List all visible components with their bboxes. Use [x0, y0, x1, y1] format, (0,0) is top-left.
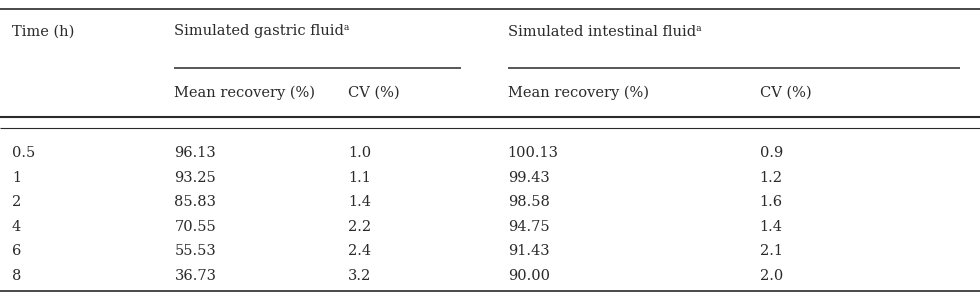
Text: Time (h): Time (h): [12, 25, 74, 38]
Text: 1.2: 1.2: [760, 171, 782, 184]
Text: 2.1: 2.1: [760, 244, 782, 258]
Text: 85.83: 85.83: [174, 195, 217, 209]
Text: 0.9: 0.9: [760, 146, 783, 160]
Text: 1.1: 1.1: [348, 171, 370, 184]
Text: 2.4: 2.4: [348, 244, 371, 258]
Text: 8: 8: [12, 269, 22, 283]
Text: 55.53: 55.53: [174, 244, 217, 258]
Text: 94.75: 94.75: [508, 220, 549, 234]
Text: 99.43: 99.43: [508, 171, 550, 184]
Text: 3.2: 3.2: [348, 269, 371, 283]
Text: 98.58: 98.58: [508, 195, 550, 209]
Text: 2: 2: [12, 195, 21, 209]
Text: 4: 4: [12, 220, 21, 234]
Text: 91.43: 91.43: [508, 244, 549, 258]
Text: Simulated intestinal fluidᵃ: Simulated intestinal fluidᵃ: [508, 25, 702, 38]
Text: 90.00: 90.00: [508, 269, 550, 283]
Text: 36.73: 36.73: [174, 269, 217, 283]
Text: 1: 1: [12, 171, 21, 184]
Text: 1.6: 1.6: [760, 195, 783, 209]
Text: 1.4: 1.4: [760, 220, 782, 234]
Text: CV (%): CV (%): [348, 86, 400, 100]
Text: 70.55: 70.55: [174, 220, 217, 234]
Text: 100.13: 100.13: [508, 146, 559, 160]
Text: 1.0: 1.0: [348, 146, 371, 160]
Text: Mean recovery (%): Mean recovery (%): [174, 86, 316, 100]
Text: 0.5: 0.5: [12, 146, 35, 160]
Text: 2.0: 2.0: [760, 269, 783, 283]
Text: Mean recovery (%): Mean recovery (%): [508, 86, 649, 100]
Text: 2.2: 2.2: [348, 220, 371, 234]
Text: 96.13: 96.13: [174, 146, 217, 160]
Text: 93.25: 93.25: [174, 171, 217, 184]
Text: Simulated gastric fluidᵃ: Simulated gastric fluidᵃ: [174, 25, 350, 38]
Text: CV (%): CV (%): [760, 86, 811, 100]
Text: 1.4: 1.4: [348, 195, 370, 209]
Text: 6: 6: [12, 244, 22, 258]
